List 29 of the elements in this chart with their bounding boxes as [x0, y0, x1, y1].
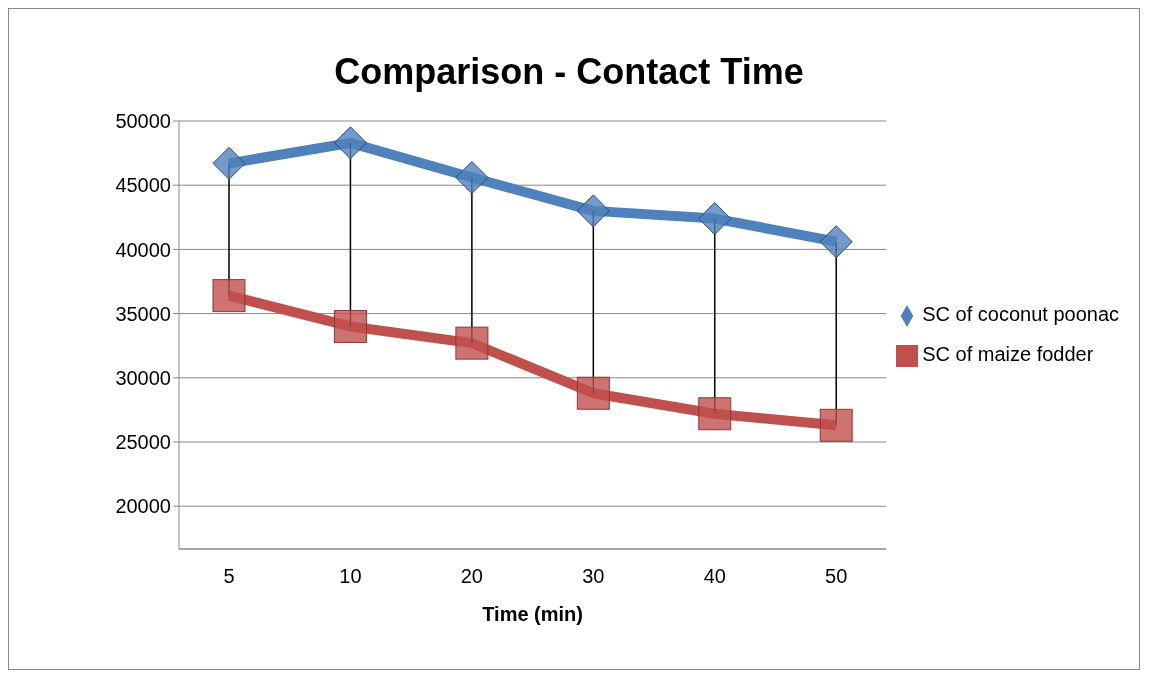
x-tick-label: 20 [460, 565, 484, 588]
point [698, 202, 732, 236]
y-tick-label: 20000 [115, 495, 171, 518]
x-tick-label: 5 [223, 565, 235, 588]
point [333, 309, 367, 343]
x-tick-label: 10 [339, 565, 362, 588]
point [819, 408, 853, 442]
y-tick-label: 30000 [115, 366, 171, 389]
x-tick-label: 30 [582, 565, 605, 588]
x-tick-label: 40 [703, 565, 726, 588]
point [576, 194, 610, 228]
point [455, 161, 489, 194]
point [819, 225, 853, 259]
chart-title: Comparison - Contact Time [333, 51, 805, 93]
point [212, 146, 246, 180]
point [698, 397, 732, 431]
y-tick-label: 25000 [115, 431, 171, 454]
legend-label: SC of maize fodder [922, 343, 1094, 365]
point [576, 376, 610, 410]
legend-label: SC of coconut poonac [922, 303, 1119, 325]
point [212, 279, 246, 313]
point [455, 326, 489, 360]
y-tick-label: 50000 [115, 110, 171, 133]
y-tick-label: 35000 [115, 302, 171, 325]
x-tick-label: 50 [825, 565, 848, 588]
x-axis-title: Time (min) [482, 603, 583, 625]
y-tick-label: 45000 [115, 174, 171, 197]
y-tick-label: 40000 [115, 238, 171, 261]
point [333, 126, 367, 160]
